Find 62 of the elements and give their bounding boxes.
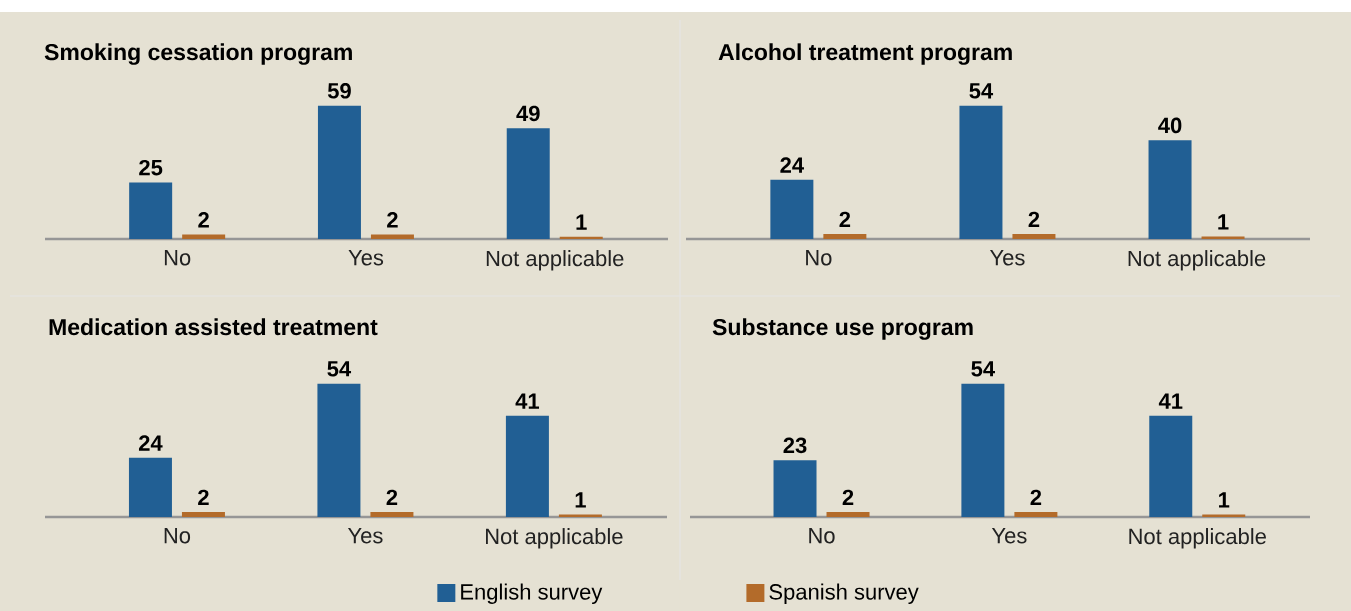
x-tick-label: No xyxy=(164,250,191,266)
bar xyxy=(770,179,814,239)
data-label: 23 xyxy=(783,437,807,454)
data-label: 2 xyxy=(1030,489,1042,505)
bar xyxy=(826,512,870,517)
bar xyxy=(1148,140,1192,239)
bar xyxy=(773,460,817,517)
chart-title: Medication assisted treatment xyxy=(49,318,378,336)
bar xyxy=(505,415,549,517)
bar xyxy=(823,234,867,239)
bar xyxy=(959,105,1003,239)
x-tick-label: Not applicable xyxy=(486,250,624,271)
x-tick-label: Yes xyxy=(348,250,384,266)
bar xyxy=(129,182,173,239)
data-label: 41 xyxy=(515,393,540,409)
x-tick-label: No xyxy=(164,528,191,544)
x-tick-label: Yes xyxy=(989,250,1025,266)
data-label: 54 xyxy=(327,361,352,377)
bar xyxy=(1014,512,1058,517)
data-label: 54 xyxy=(969,83,994,99)
x-tick-label: Yes xyxy=(347,528,383,544)
x-tick-label: Not applicable xyxy=(1129,528,1266,549)
data-label: 1 xyxy=(575,492,586,508)
bar xyxy=(182,234,226,239)
data-label: 1 xyxy=(1219,492,1230,508)
x-tick-label: No xyxy=(806,250,832,266)
bar xyxy=(961,383,1005,517)
bar xyxy=(181,512,225,517)
chart-title: Substance use program xyxy=(712,318,973,340)
data-label: 41 xyxy=(1158,393,1183,409)
data-label: 2 xyxy=(839,211,851,227)
data-label: 40 xyxy=(1158,117,1182,134)
bar xyxy=(1012,234,1056,239)
data-label: 1 xyxy=(576,214,587,230)
data-label: 25 xyxy=(139,159,163,176)
chart-title: Smoking cessation program xyxy=(44,43,352,65)
legend-label: Spanish survey xyxy=(769,583,919,605)
data-label: 59 xyxy=(327,83,351,99)
x-tick-label: Not applicable xyxy=(1128,250,1266,271)
x-tick-label: No xyxy=(809,528,835,544)
data-label: 1 xyxy=(1218,214,1229,230)
data-label: 2 xyxy=(1028,211,1040,227)
x-tick-label: Not applicable xyxy=(486,528,623,549)
data-label: 49 xyxy=(516,105,540,122)
data-label: 2 xyxy=(198,489,209,505)
bar xyxy=(128,457,172,517)
data-label: 2 xyxy=(387,212,398,228)
data-label: 2 xyxy=(842,489,854,505)
bar xyxy=(317,105,361,239)
bar xyxy=(506,128,550,239)
legend-label: English survey xyxy=(461,583,603,605)
bar xyxy=(1149,415,1193,517)
data-label: 2 xyxy=(386,489,398,505)
bar xyxy=(317,383,361,517)
data-label: 24 xyxy=(780,157,804,173)
chart-title: Alcohol treatment program xyxy=(718,43,1012,65)
data-label: 2 xyxy=(198,212,209,228)
bar xyxy=(370,512,414,517)
data-label: 24 xyxy=(138,435,163,451)
bar xyxy=(370,234,414,239)
data-label: 54 xyxy=(971,361,995,377)
x-tick-label: Yes xyxy=(991,528,1027,544)
